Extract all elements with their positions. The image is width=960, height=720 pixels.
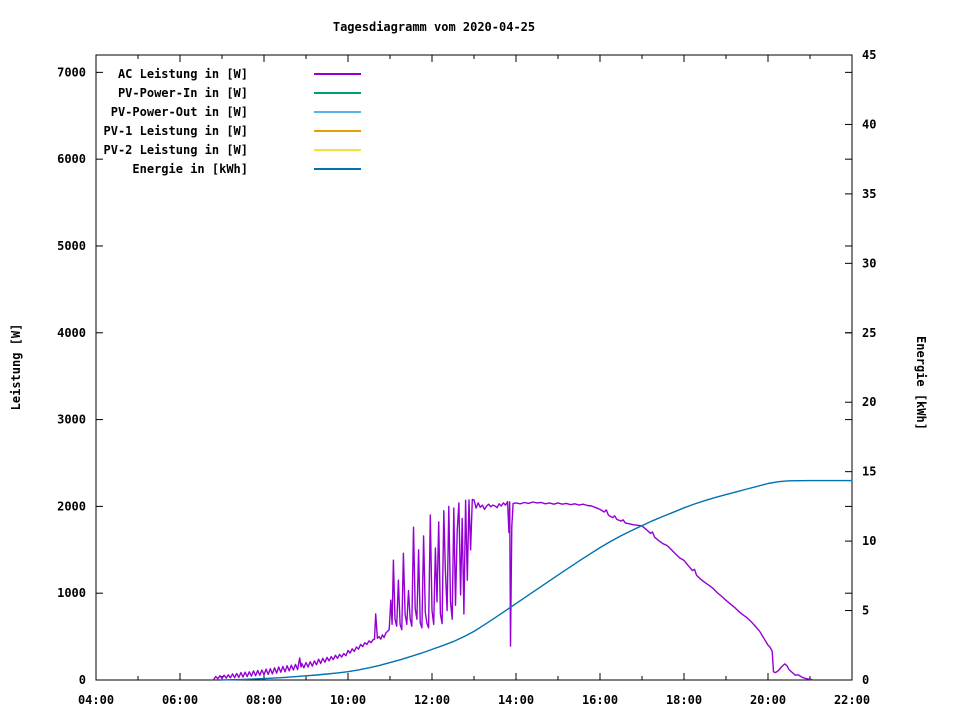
y-tick-label-right: 25 <box>862 326 876 340</box>
x-tick-label: 14:00 <box>498 693 534 707</box>
y-tick-label-left: 2000 <box>57 499 86 513</box>
legend-line-sample <box>314 91 361 94</box>
legend-line-sample <box>314 129 361 132</box>
legend-label: PV-Power-In in [W] <box>117 85 248 100</box>
legend-line-sample <box>314 167 361 170</box>
y-tick-label-left: 1000 <box>57 586 86 600</box>
y-tick-label-left: 7000 <box>57 65 86 79</box>
x-tick-label: 06:00 <box>162 693 198 707</box>
legend-row: PV-1 Leistung in [W] <box>90 121 361 140</box>
chart-title: Tagesdiagramm vom 2020-04-25 <box>332 20 536 34</box>
x-tick-label: 04:00 <box>78 693 114 707</box>
legend-line-sample <box>314 110 361 113</box>
y-tick-label-right: 35 <box>862 187 876 201</box>
y-tick-label-right: 45 <box>862 48 876 62</box>
y-tick-label-right: 10 <box>862 534 876 548</box>
x-tick-label: 18:00 <box>666 693 702 707</box>
y-tick-label-right: 30 <box>862 256 876 270</box>
y-tick-label-left: 3000 <box>57 413 86 427</box>
legend-row: AC Leistung in [W] <box>90 64 361 83</box>
legend-line-sample <box>314 72 361 75</box>
y-tick-label-left: 4000 <box>57 326 86 340</box>
x-tick-label: 22:00 <box>834 693 870 707</box>
legend-label: PV-2 Leistung in [W] <box>103 142 249 157</box>
legend-label: PV-1 Leistung in [W] <box>103 123 249 138</box>
legend-label: AC Leistung in [W] <box>117 66 248 81</box>
legend-line-sample <box>314 148 361 151</box>
y-tick-label-right: 5 <box>862 604 869 618</box>
legend-row: PV-2 Leistung in [W] <box>90 140 361 159</box>
y-tick-label-left: 5000 <box>57 239 86 253</box>
y-tick-label-right: 20 <box>862 395 876 409</box>
legend-row: PV-Power-In in [W] <box>90 83 361 102</box>
series-line-5 <box>221 479 853 681</box>
x-tick-label: 16:00 <box>582 693 618 707</box>
y-tick-label-right: 0 <box>862 673 869 687</box>
legend-row: Energie in [kWh] <box>90 159 361 178</box>
x-tick-label: 12:00 <box>414 693 450 707</box>
x-tick-label: 20:00 <box>750 693 786 707</box>
legend: AC Leistung in [W] PV-Power-In in [W] PV… <box>90 64 361 178</box>
legend-label: Energie in [kWh] <box>132 161 248 176</box>
legend-label: PV-Power-Out in [W] <box>110 104 248 119</box>
x-tick-label: 10:00 <box>330 693 366 707</box>
y-tick-label-right: 15 <box>862 465 876 479</box>
y-tick-label-right: 40 <box>862 117 876 131</box>
y-tick-label-left: 6000 <box>57 152 86 166</box>
y-tick-label-left: 0 <box>79 673 86 687</box>
legend-row: PV-Power-Out in [W] <box>90 102 361 121</box>
x-tick-label: 08:00 <box>246 693 282 707</box>
series-line-0 <box>212 498 813 681</box>
